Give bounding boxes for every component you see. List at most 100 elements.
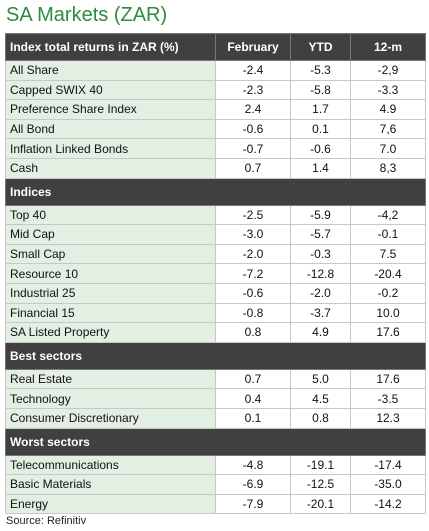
row-label: Energy [5,493,216,515]
title: SA Markets (ZAR) [6,4,168,26]
value-cell: -3.0 [215,224,291,245]
value-cell: 0.1 [215,407,291,429]
value-cell: -7.9 [215,493,291,515]
row-label: Mid Cap [5,224,216,245]
section-header: Worst sectors [5,427,426,456]
value-cell: -2.3 [215,79,291,101]
value-cell: 7.0 [350,138,426,159]
row-label: Preference Share Index [5,99,216,120]
section-header: Index total returns in ZAR (%) February YT… [5,33,426,61]
value-cell: 4.5 [290,388,351,409]
value-cell: -20.1 [290,493,351,515]
data-row: Basic Materials -6.9 -12.5 -35.0 [5,474,426,495]
value-cell: 4.9 [350,99,426,120]
value-cell: 10.0 [350,302,426,324]
row-label: All Share [5,60,216,81]
row-label: Financial 15 [5,302,216,324]
data-row: SA Listed Property 0.8 4.9 17.6 [5,322,426,343]
value-cell: -5.9 [290,204,351,226]
row-label: Telecommunications [5,454,216,476]
value-cell: -0.2 [350,282,426,304]
row-label: Real Estate [5,368,216,390]
value-cell: 8,3 [350,157,426,179]
value-cell: 0.8 [290,407,351,429]
row-label: All Bond [5,118,216,140]
value-cell: -0.6 [215,118,291,140]
section-title: Worst sectors [5,427,426,456]
value-cell: 0.4 [215,388,291,409]
row-label: Industrial 25 [5,282,216,304]
data-row: Consumer Discretionary 0.1 0.8 12.3 [5,407,426,429]
value-cell: -0.7 [215,138,291,159]
row-label: Cash [5,157,216,179]
value-cell: -5.7 [290,224,351,245]
data-row: Inflation Linked Bonds -0.7 -0.6 7.0 [5,138,426,159]
value-cell: 17.6 [350,322,426,343]
row-label: Resource 10 [5,263,216,284]
column-header: February [215,33,291,61]
source: Source: Refinitiv [6,515,87,527]
value-cell: 17.6 [350,368,426,390]
value-cell: -12.5 [290,474,351,495]
value-cell: -17.4 [350,454,426,476]
value-cell: 1.7 [290,99,351,120]
data-row: All Bond -0.6 0.1 7,6 [5,118,426,140]
row-label: Consumer Discretionary [5,407,216,429]
value-cell: -2.4 [215,60,291,81]
value-cell: -0.6 [290,138,351,159]
data-row: Preference Share Index 2.4 1.7 4.9 [5,99,426,120]
data-row: Mid Cap -3.0 -5.7 -0.1 [5,224,426,245]
data-row: Industrial 25 -0.6 -2.0 -0.2 [5,282,426,304]
data-row: Small Cap -2.0 -0.3 7.5 [5,243,426,265]
table-body: Index total returns in ZAR (%) February YT… [5,33,426,515]
value-cell: -12.8 [290,263,351,284]
value-cell: -3.3 [350,79,426,101]
value-cell: -14.2 [350,493,426,515]
section-title: Best sectors [5,341,426,370]
value-cell: 0.1 [290,118,351,140]
column-header: YTD [290,33,351,61]
data-row: Technology 0.4 4.5 -3.5 [5,388,426,409]
data-row: Energy -7.9 -20.1 -14.2 [5,493,426,515]
value-cell: -35.0 [350,474,426,495]
value-cell: -2,9 [350,60,426,81]
value-cell: 2.4 [215,99,291,120]
value-cell: 0.8 [215,322,291,343]
value-cell: 1.4 [290,157,351,179]
value-cell: -20.4 [350,263,426,284]
row-label: SA Listed Property [5,322,216,343]
row-label: Basic Materials [5,474,216,495]
value-cell: -0.6 [215,282,291,304]
data-row: Financial 15 -0.8 -3.7 10.0 [5,302,426,324]
row-label: Inflation Linked Bonds [5,138,216,159]
section-title: Indices [5,177,426,206]
column-header: 12-m [350,33,426,61]
column-header: Index total returns in ZAR (%) [5,33,216,61]
row-label: Capped SWIX 40 [5,79,216,101]
row-label: Small Cap [5,243,216,265]
section-header: Indices [5,177,426,206]
data-row: Cash 0.7 1.4 8,3 [5,157,426,179]
data-row: All Share -2.4 -5.3 -2,9 [5,60,426,81]
value-cell: 5.0 [290,368,351,390]
value-cell: -7.2 [215,263,291,284]
section-header: Best sectors [5,341,426,370]
value-cell: -4.8 [215,454,291,476]
returns-table: Index total returns in ZAR (%) February YT… [5,33,426,515]
data-row: Resource 10 -7.2 -12.8 -20.4 [5,263,426,284]
value-cell: 0.7 [215,368,291,390]
value-cell: -5.3 [290,60,351,81]
value-cell: -0.1 [350,224,426,245]
row-label: Top 40 [5,204,216,226]
data-row: Top 40 -2.5 -5.9 -4,2 [5,204,426,226]
value-cell: -3.5 [350,388,426,409]
value-cell: 12.3 [350,407,426,429]
value-cell: -6.9 [215,474,291,495]
value-cell: -2.5 [215,204,291,226]
data-row: Real Estate 0.7 5.0 17.6 [5,368,426,390]
value-cell: -0.8 [215,302,291,324]
value-cell: -2.0 [215,243,291,265]
value-cell: -3.7 [290,302,351,324]
value-cell: 7.5 [350,243,426,265]
